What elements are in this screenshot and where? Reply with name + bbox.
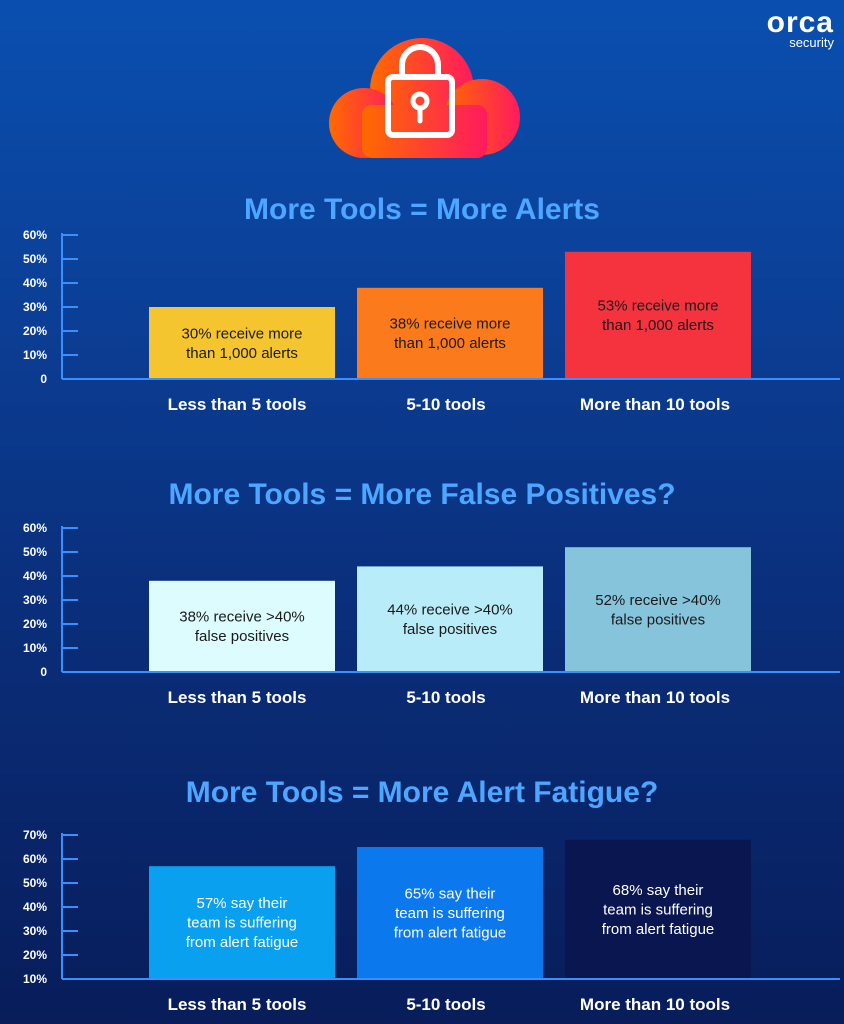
bar-data-label: team is suffering: [603, 901, 713, 918]
y-tick-label: 20%: [23, 324, 47, 338]
chart-title-alerts: More Tools = More Alerts: [244, 193, 600, 226]
bar-data-label: from alert fatigue: [602, 921, 715, 938]
y-tick-label: 0: [40, 665, 47, 679]
bar-data-label: false positives: [195, 628, 289, 645]
y-tick-label: 40%: [23, 569, 47, 583]
bar-data-label: 53% receive more: [598, 298, 719, 315]
logo-wordmark: orca: [766, 6, 834, 39]
x-category-label: 5-10 tools: [406, 995, 485, 1014]
y-tick-label: 30%: [23, 593, 47, 607]
x-category-label: More than 10 tools: [580, 995, 730, 1014]
bar: [149, 307, 335, 378]
y-tick-label: 60%: [23, 852, 47, 866]
y-tick-label: 10%: [23, 348, 47, 362]
bar-data-label: from alert fatigue: [394, 925, 507, 942]
bar-data-label: false positives: [611, 611, 705, 628]
y-tick-label: 10%: [23, 641, 47, 655]
logo-tagline: security: [789, 35, 834, 50]
bar-data-label: 44% receive >40%: [387, 601, 513, 618]
cloud-padlock-icon: [329, 38, 520, 158]
y-tick-label: 20%: [23, 617, 47, 631]
bar-data-label: than 1,000 alerts: [186, 345, 298, 362]
bar-data-label: from alert fatigue: [186, 934, 299, 951]
bar-data-label: 57% say their: [197, 895, 288, 912]
x-category-label: Less than 5 tools: [168, 688, 307, 707]
y-tick-label: 40%: [23, 900, 47, 914]
y-tick-label: 50%: [23, 545, 47, 559]
false-positives-bar-chart: 0 10% 20% 30% 40% 50% 60% 38% receive >40% false…: [23, 521, 840, 707]
y-tick-label: 10%: [23, 972, 47, 986]
x-category-label: More than 10 tools: [580, 688, 730, 707]
x-category-label: More than 10 tools: [580, 395, 730, 414]
y-tick-label: 30%: [23, 924, 47, 938]
bar: [565, 547, 751, 671]
bar: [357, 287, 543, 378]
x-category-label: 5-10 tools: [406, 395, 485, 414]
y-tick-label: 20%: [23, 948, 47, 962]
bar: [357, 847, 543, 978]
y-tick-label: 0: [40, 372, 47, 386]
bar-data-label: 52% receive >40%: [595, 592, 721, 609]
alert-fatigue-bar-chart: 10% 20% 30% 40% 50% 60% 70% 57% say their team i…: [23, 828, 840, 1014]
bar: [565, 251, 751, 378]
bar-data-label: 68% say their: [613, 882, 704, 899]
x-category-label: Less than 5 tools: [168, 995, 307, 1014]
y-tick-label: 50%: [23, 876, 47, 890]
y-tick-label: 70%: [23, 828, 47, 842]
bar-data-label: team is suffering: [395, 905, 505, 922]
y-tick-label: 50%: [23, 252, 47, 266]
bar-data-label: team is suffering: [187, 915, 297, 932]
bar: [149, 866, 335, 978]
alerts-bar-chart: 0 10% 20% 30% 40% 50% 60% 30% receive more than …: [23, 228, 840, 414]
bar: [565, 839, 751, 978]
bar-data-label: 38% receive >40%: [179, 609, 305, 626]
x-category-label: 5-10 tools: [406, 688, 485, 707]
bar-data-label: 30% receive more: [182, 325, 303, 342]
bar-data-label: than 1,000 alerts: [602, 317, 714, 334]
orca-logo: orca security: [767, 8, 834, 50]
bar: [149, 580, 335, 671]
x-category-label: Less than 5 tools: [168, 395, 307, 414]
bar: [357, 566, 543, 671]
chart-title-false-positives: More Tools = More False Positives?: [168, 478, 676, 511]
y-tick-label: 30%: [23, 300, 47, 314]
chart-title-alert-fatigue: More Tools = More Alert Fatigue?: [185, 776, 659, 809]
y-tick-label: 40%: [23, 276, 47, 290]
bar-data-label: false positives: [403, 621, 497, 638]
bar-data-label: than 1,000 alerts: [394, 335, 506, 352]
bar-data-label: 38% receive more: [390, 316, 511, 333]
bar-data-label: 65% say their: [405, 886, 496, 903]
y-tick-label: 60%: [23, 521, 47, 535]
y-tick-label: 60%: [23, 228, 47, 242]
